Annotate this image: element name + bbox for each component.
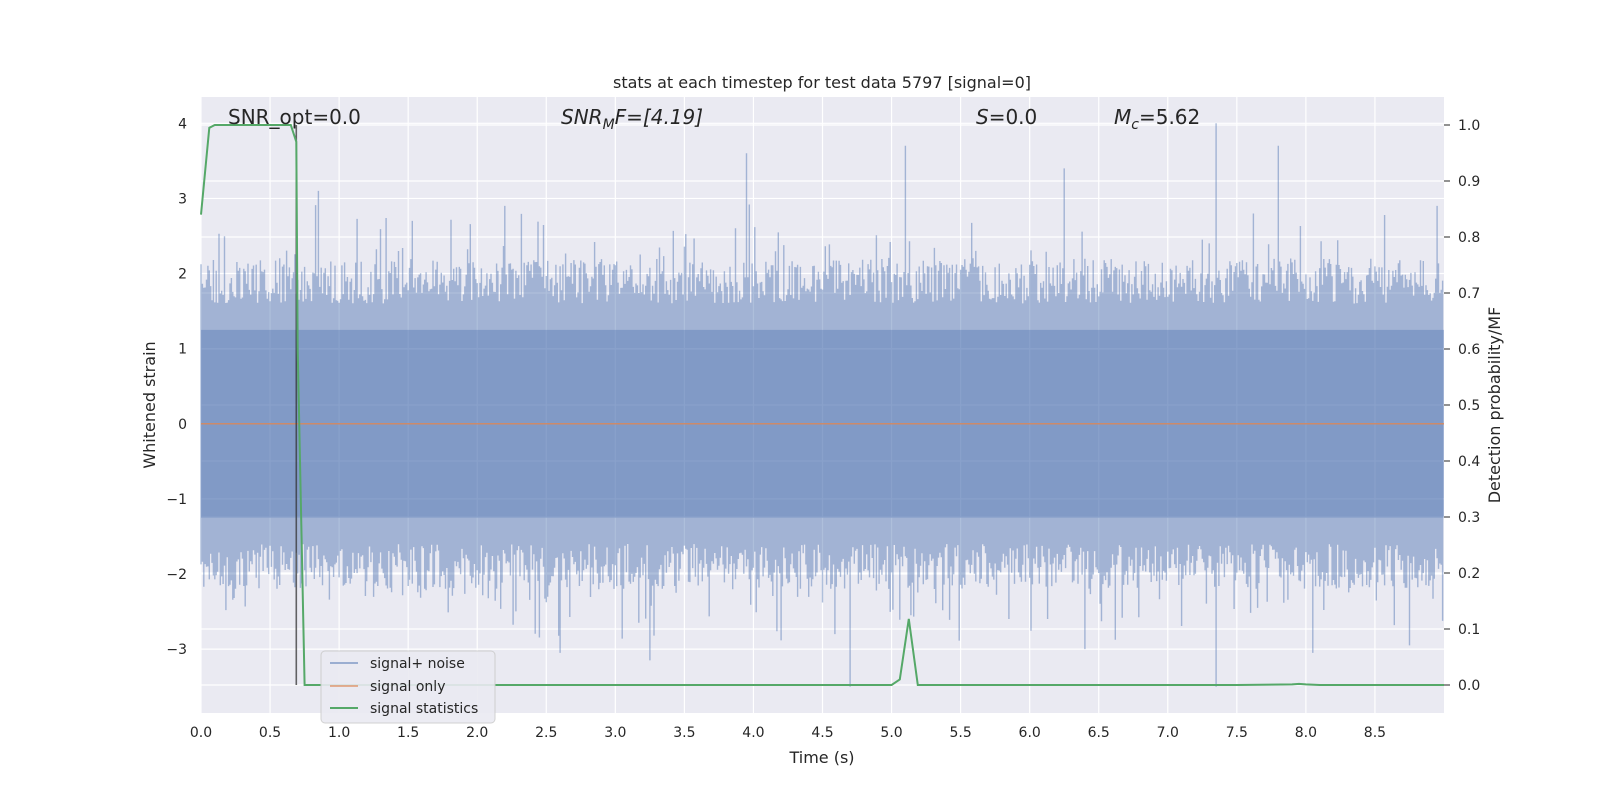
y2-tick-label: 1.0 — [1458, 118, 1480, 134]
y2-tick-label: 0.5 — [1458, 398, 1480, 414]
y2-tick-label: 0.1 — [1458, 622, 1480, 638]
x-tick-label: 4.0 — [742, 725, 764, 741]
legend-label-signal-noise: signal+ noise — [370, 656, 465, 672]
y2-tick-label: 0.7 — [1458, 286, 1480, 302]
annotation-snr-mf: SNRMF=[4.19] — [561, 105, 703, 133]
x-tick-label: 8.0 — [1295, 725, 1317, 741]
x-tick-label: 6.0 — [1019, 725, 1041, 741]
x-tick-label: 1.5 — [397, 725, 419, 741]
x-tick-label: 4.5 — [811, 725, 833, 741]
x-tick-label: 6.5 — [1088, 725, 1110, 741]
x-tick-label: 0.5 — [259, 725, 281, 741]
annotation-s: S=0.0 — [976, 105, 1037, 129]
annotation-mc: Mc=5.62 — [1114, 105, 1200, 133]
legend-label-signal-only: signal only — [370, 679, 445, 695]
x-tick-label: 1.0 — [328, 725, 350, 741]
y-tick-label: 0 — [178, 417, 187, 433]
y2-tick-label: 0.8 — [1458, 230, 1480, 246]
y2-tick-label: 0.4 — [1458, 454, 1480, 470]
x-tick-label: 7.5 — [1226, 725, 1248, 741]
y-tick-label: 1 — [178, 342, 187, 358]
x-tick-label: 2.0 — [466, 725, 488, 741]
legend: signal+ noise signal only signal statist… — [320, 650, 496, 724]
x-tick-label: 3.0 — [604, 725, 626, 741]
y-tick-label: −1 — [166, 492, 187, 508]
y2-tick-label: 0.3 — [1458, 510, 1480, 526]
y2-axis-label: Detection probability/MF — [1485, 307, 1504, 504]
y2-tick-label: 0.2 — [1458, 566, 1480, 582]
y2-tick-label: 0.9 — [1458, 174, 1480, 190]
x-tick-label: 7.0 — [1157, 725, 1179, 741]
x-tick-label: 8.5 — [1364, 725, 1386, 741]
x-tick-label: 3.5 — [673, 725, 695, 741]
y-tick-label: 4 — [178, 116, 187, 132]
y-tick-label: 2 — [178, 267, 187, 283]
y2-tick-labels: 1.0 0.9 0.8 0.7 0.6 0.5 0.4 0.3 0.2 0.1 0.0 — [1444, 118, 1480, 694]
y-tick-label: −3 — [166, 642, 187, 658]
y2-tick-label: 0.6 — [1458, 342, 1480, 358]
signal-statistics-line — [200, 124, 1444, 686]
grid — [200, 97, 1444, 713]
x-axis-label: Time (s) — [788, 748, 854, 767]
y-tick-label: −2 — [166, 567, 187, 583]
y-tick-labels: 4 3 2 1 0 −1 −2 −3 — [166, 116, 187, 658]
x-tick-labels: 0.0 0.5 1.0 1.5 2.0 2.5 3.0 3.5 4.0 4.5 5.0 5.5 6.0 6… — [190, 725, 1386, 741]
y2-tick-label: 0.0 — [1458, 678, 1480, 694]
x-tick-label: 2.5 — [535, 725, 557, 741]
chart-title: stats at each timestep for test data 579… — [613, 73, 1031, 92]
y-axis-label: Whitened strain — [140, 341, 159, 468]
x-tick-label: 5.5 — [949, 725, 971, 741]
legend-box — [320, 650, 496, 724]
x-tick-label: 0.0 — [190, 725, 212, 741]
annotation-snr-opt: SNR_opt=0.0 — [228, 105, 361, 129]
x-tick-label: 5.0 — [880, 725, 902, 741]
series-signal-statistics — [200, 124, 1444, 686]
legend-label-signal-statistics: signal statistics — [370, 701, 478, 717]
y-tick-label: 3 — [178, 191, 187, 207]
